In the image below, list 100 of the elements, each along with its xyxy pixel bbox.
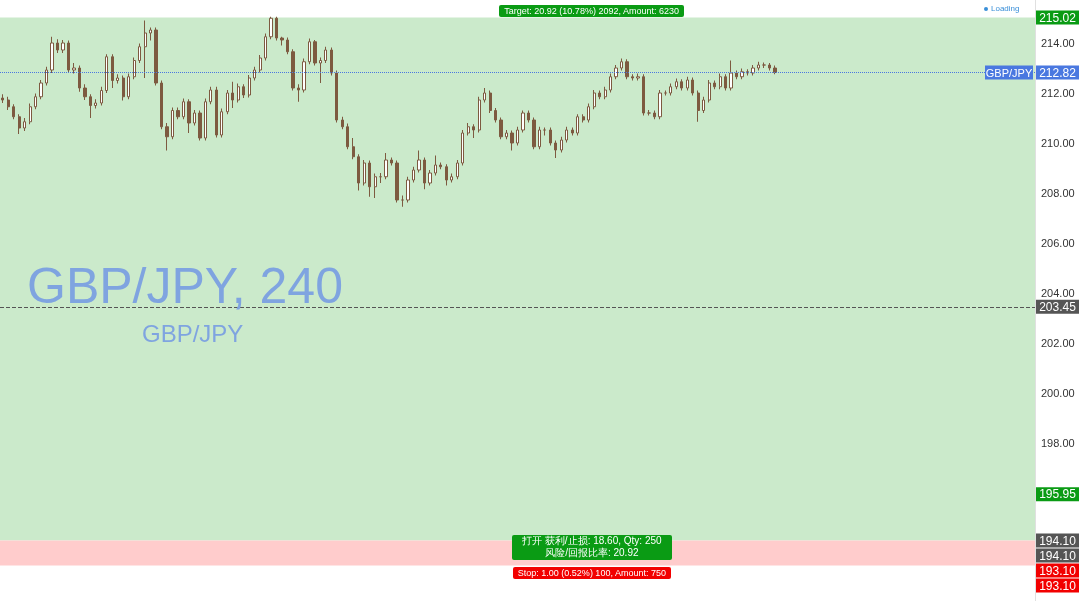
annotation: Loading — [990, 3, 1021, 15]
candlestick — [390, 157, 393, 166]
candlestick — [434, 155, 437, 176]
annotation: 212.82 — [1039, 65, 1077, 80]
candlestick — [697, 90, 700, 123]
candlestick — [269, 16, 273, 40]
annotation: 195.95 — [1039, 487, 1077, 502]
candlestick — [510, 130, 514, 151]
candlestick — [302, 58, 306, 93]
candlestick — [505, 129, 508, 140]
text: 194.10 — [1039, 548, 1077, 563]
candlestick — [39, 79, 43, 100]
candlestick — [708, 79, 711, 103]
text: GBP/JPY, 240 — [27, 258, 343, 314]
candlestick — [614, 64, 618, 80]
candlestick — [171, 107, 174, 140]
candlestick — [226, 89, 229, 115]
candlestick — [516, 126, 519, 146]
candlestick — [675, 78, 678, 90]
candlestick — [23, 117, 26, 132]
candlestick — [368, 160, 371, 198]
candlestick — [127, 73, 130, 100]
candlestick — [297, 83, 300, 103]
candlestick — [198, 110, 202, 141]
candlestick — [653, 110, 656, 120]
candlestick — [636, 73, 640, 81]
candlestick — [735, 70, 738, 80]
y-tick-label: 212.00 — [1041, 87, 1075, 99]
candlestick — [724, 73, 727, 91]
candlestick — [423, 157, 426, 190]
candlestick — [658, 89, 662, 120]
candlestick — [499, 117, 503, 140]
y-tick-label: 210.00 — [1041, 137, 1075, 149]
candlestick — [489, 90, 492, 114]
candlestick — [242, 83, 245, 99]
annotation: 风险/回报比率: 20.92 — [544, 546, 640, 559]
candlestick — [18, 113, 21, 135]
candlestick — [620, 58, 623, 71]
candlestick — [532, 117, 536, 150]
candlestick — [352, 137, 355, 160]
candlestick — [264, 33, 267, 61]
candlestick — [598, 90, 601, 100]
candlestick — [78, 65, 81, 93]
annotation: 194.10 — [1039, 533, 1077, 548]
candlestick — [215, 86, 218, 138]
candlestick — [472, 123, 475, 139]
candlestick — [100, 86, 103, 106]
candlestick — [346, 123, 349, 150]
candlestick — [94, 98, 97, 109]
candlestick — [291, 48, 295, 91]
candlestick — [56, 38, 59, 54]
candlestick — [593, 89, 596, 110]
candlestick — [61, 39, 65, 54]
candlestick — [165, 122, 169, 151]
y-tick-label: 214.00 — [1041, 37, 1075, 49]
candlestick — [111, 53, 114, 89]
candlestick — [467, 122, 470, 136]
y-tick-label: 198.00 — [1041, 437, 1075, 449]
candlestick — [374, 173, 377, 199]
annotation: 打开 获利/止损: 18.60, Qty: 250 — [522, 534, 662, 546]
candlestick — [554, 140, 557, 159]
candlestick — [182, 98, 185, 120]
candlestick — [757, 61, 760, 71]
candlestick — [406, 176, 410, 203]
candlestick — [138, 43, 141, 64]
candlestick — [582, 113, 585, 123]
candlestick — [680, 78, 683, 91]
candlestick — [478, 96, 481, 133]
candlestick — [713, 80, 716, 90]
candlestick — [253, 66, 256, 81]
candlestick — [324, 46, 327, 64]
candlestick — [439, 162, 442, 170]
candlestick — [751, 64, 755, 76]
text: GBP/JPY — [142, 319, 244, 347]
candlestick — [133, 57, 136, 80]
candlestick — [154, 27, 158, 86]
candlestick — [428, 169, 432, 186]
candlestick — [521, 110, 525, 133]
y-tick-label: 208.00 — [1041, 187, 1075, 199]
text: 193.10 — [1039, 578, 1077, 593]
candlestick — [193, 109, 196, 126]
y-tick-label: 206.00 — [1041, 237, 1075, 249]
candlestick — [335, 70, 338, 123]
candlestick — [149, 27, 152, 41]
candlestick — [1, 93, 4, 104]
candlestick — [231, 81, 234, 109]
candlestick — [560, 136, 563, 153]
candlestick — [67, 40, 70, 74]
y-tick-label: 202.00 — [1041, 337, 1075, 349]
annotation: Target: 20.92 (10.78%) 2092, Amount: 6230 — [499, 4, 684, 17]
candlestick — [187, 98, 191, 134]
candlestick — [34, 93, 37, 110]
candlestick — [237, 83, 240, 103]
candlestick — [631, 73, 634, 81]
candlestick — [417, 150, 421, 173]
candlestick — [395, 160, 399, 203]
candlestick — [50, 36, 54, 74]
candlestick — [275, 16, 278, 41]
candlestick — [116, 73, 119, 84]
candlestick — [740, 68, 744, 80]
